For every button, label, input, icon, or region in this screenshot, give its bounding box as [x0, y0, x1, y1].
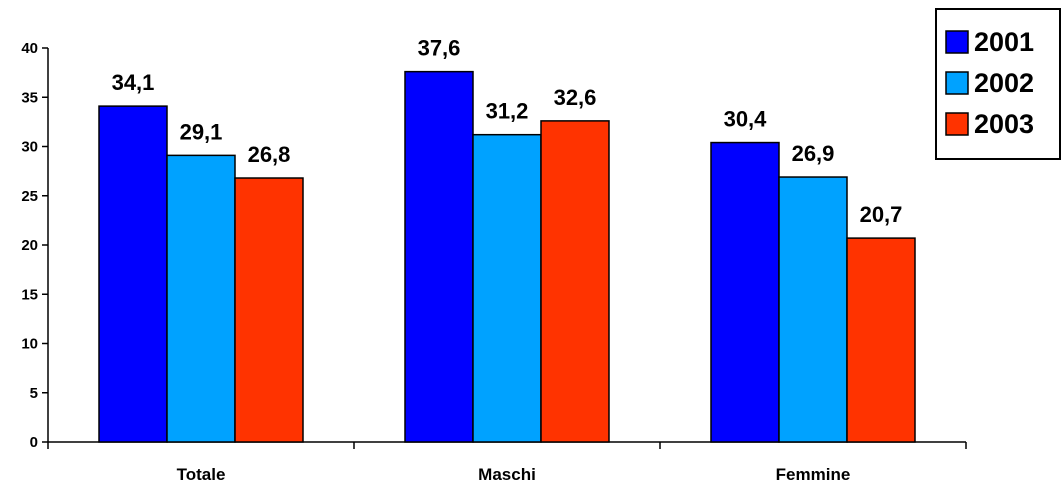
legend-label: 2003: [974, 109, 1034, 139]
y-tick-label: 0: [30, 434, 38, 451]
data-label: 29,1: [180, 119, 223, 144]
bar: [540, 120, 610, 443]
y-tick-label: 20: [21, 237, 38, 254]
legend: 2001 2002 2003: [935, 8, 1061, 160]
x-axis: Totale Maschi Femmine: [47, 441, 967, 484]
data-label: 34,1: [112, 70, 155, 95]
y-tick-label: 5: [30, 385, 38, 402]
bars: [98, 70, 916, 443]
y-tick-label: 40: [21, 40, 38, 57]
y-tick-label: 25: [21, 188, 38, 205]
data-label: 32,6: [554, 85, 597, 110]
bar: [166, 154, 236, 443]
y-tick-label: 30: [21, 139, 38, 156]
bar: [778, 176, 848, 443]
x-category-label: Totale: [177, 465, 226, 484]
data-label: 31,2: [486, 99, 529, 124]
legend-swatch: [945, 30, 969, 54]
y-tick-label: 35: [21, 89, 38, 106]
x-category-label: Maschi: [478, 465, 536, 484]
bar: [234, 177, 304, 443]
legend-swatch: [945, 71, 969, 95]
data-label: 20,7: [860, 202, 903, 227]
y-axis: 0 5 10 15 20 25 30 35 40: [21, 40, 49, 451]
legend-label: 2002: [974, 68, 1034, 98]
data-label: 26,8: [248, 142, 291, 167]
legend-label: 2001: [974, 27, 1034, 57]
bar: [404, 70, 474, 443]
bar: [472, 133, 542, 443]
y-tick-label: 10: [21, 336, 38, 353]
bar: [846, 237, 916, 443]
y-tick-label: 15: [21, 286, 38, 303]
x-category-label: Femmine: [776, 465, 851, 484]
data-label: 30,4: [724, 107, 768, 132]
bar: [710, 141, 780, 443]
data-labels: 34,1 29,1 26,8 37,6 31,2 32,6 30,4 26,9 20,7: [112, 36, 903, 227]
legend-swatch: [945, 112, 969, 136]
data-label: 26,9: [792, 141, 835, 166]
data-label: 37,6: [418, 36, 461, 61]
bar: [98, 105, 168, 443]
